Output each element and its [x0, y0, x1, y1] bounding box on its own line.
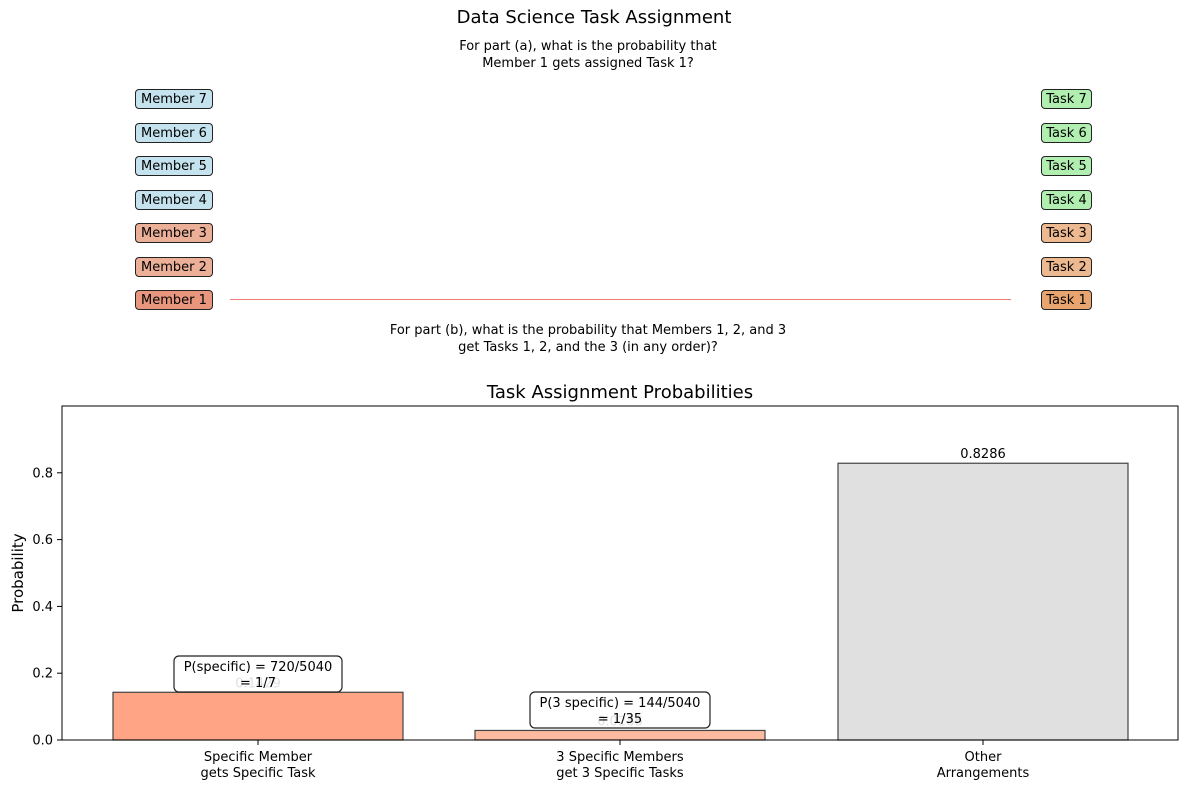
member-box-1: Member 1 — [135, 290, 213, 310]
question-a: For part (a), what is the probability th… — [459, 39, 717, 71]
bar-3 — [837, 462, 1129, 741]
x-tick-label: 3 Specific Members get 3 Specific Tasks — [556, 750, 684, 781]
annotation-box-2 — [529, 691, 711, 729]
member-box-3: Member 3 — [135, 223, 213, 243]
member-box-6: Member 6 — [135, 122, 213, 143]
member-box-5: Member 5 — [135, 156, 213, 176]
task-box-7: Task 7 — [1041, 89, 1092, 109]
top-title: Data Science Task Assignment — [456, 7, 732, 28]
chart-title: Task Assignment Probabilities — [486, 382, 753, 403]
x-tick-label: Specific Member gets Specific Task — [200, 750, 316, 781]
member-box-2: Member 2 — [135, 256, 213, 277]
x-tick-label: Other Arrangements — [937, 750, 1030, 781]
task-box-1: Task 1 — [1041, 290, 1092, 310]
bar-value-label: 0.8286 — [960, 447, 1006, 462]
task-box-2: Task 2 — [1041, 256, 1092, 277]
task-box-6: Task 6 — [1041, 122, 1092, 143]
member-box-7: Member 7 — [135, 89, 213, 109]
annotation-box-1 — [173, 655, 343, 693]
task-box-4: Task 4 — [1041, 189, 1092, 210]
y-tick-label: 0.6 — [32, 533, 53, 548]
annotation-text-1: P(specific) = 720/5040 = 1/7 — [184, 660, 333, 691]
y-tick-label: 0.8 — [32, 466, 53, 481]
annotation-text-2: P(3 specific) = 144/5040 = 1/35 — [540, 696, 701, 727]
plot-frame — [61, 405, 1179, 741]
member-box-4: Member 4 — [135, 189, 213, 210]
y-axis-label: Probability — [9, 533, 27, 612]
y-tick-label: 0.4 — [32, 600, 53, 615]
bar-2 — [474, 729, 766, 741]
bar-1 — [112, 691, 404, 741]
task-box-3: Task 3 — [1041, 223, 1092, 243]
question-b: For part (b), what is the probability th… — [389, 323, 787, 355]
y-tick-label: 0.2 — [32, 667, 53, 682]
task-box-5: Task 5 — [1041, 156, 1092, 176]
y-tick-label: 0.0 — [32, 734, 53, 749]
assignment-link-line — [230, 299, 1011, 300]
